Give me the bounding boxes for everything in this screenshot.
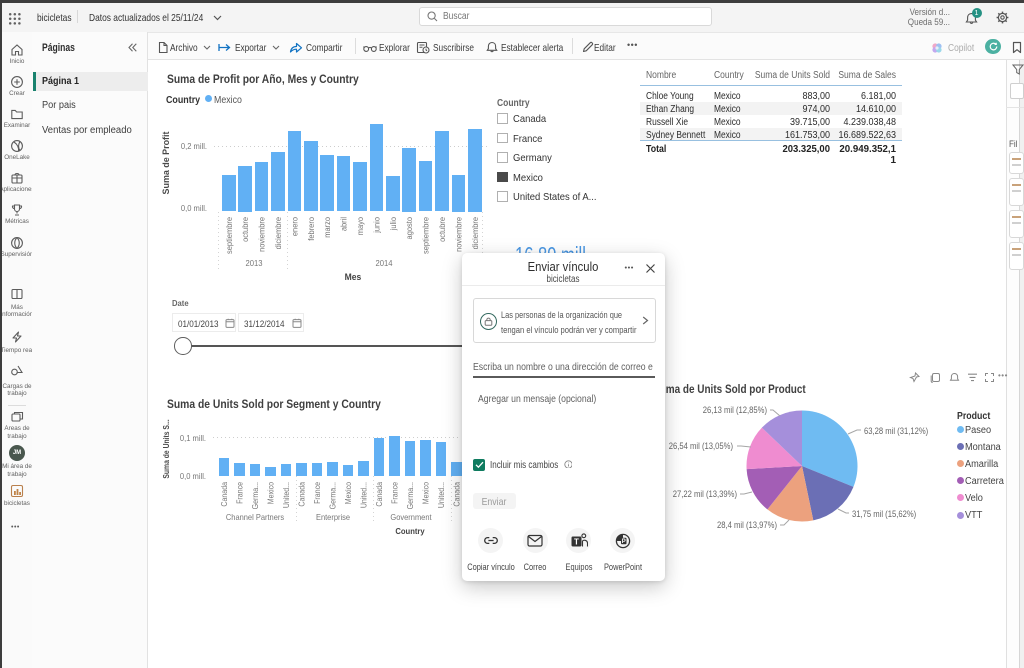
svg-text:diciembre: diciembre xyxy=(470,216,480,249)
svg-text:P: P xyxy=(621,539,625,545)
svg-text:United...: United... xyxy=(436,482,446,508)
svg-text:diciembre: diciembre xyxy=(274,216,284,249)
svg-text:mayo: mayo xyxy=(356,216,366,235)
svg-text:Canada: Canada xyxy=(219,481,229,506)
svg-text:France: France xyxy=(390,482,400,504)
svg-text:Canada: Canada xyxy=(374,481,384,506)
svg-text:Canada: Canada xyxy=(297,481,307,506)
svg-text:septiembre: septiembre xyxy=(224,216,234,253)
svg-text:Germa...: Germa... xyxy=(328,482,338,509)
svg-text:Suma de Units S...: Suma de Units S... xyxy=(161,419,171,478)
svg-text:T: T xyxy=(574,537,579,546)
svg-text:Germa...: Germa... xyxy=(250,482,260,509)
svg-text:Canada: Canada xyxy=(452,481,462,506)
svg-text:junio: junio xyxy=(372,216,382,233)
svg-text:noviembre: noviembre xyxy=(454,216,464,251)
svg-text:Mexico: Mexico xyxy=(421,482,431,504)
svg-text:Mexico: Mexico xyxy=(343,482,353,504)
svg-text:France: France xyxy=(312,482,322,504)
svg-text:United...: United... xyxy=(281,482,291,508)
svg-text:marzo: marzo xyxy=(323,216,333,237)
svg-text:Suma de Profit: Suma de Profit xyxy=(161,132,171,195)
svg-text:julio: julio xyxy=(388,216,398,231)
svg-text:noviembre: noviembre xyxy=(257,216,267,251)
svg-text:septiembre: septiembre xyxy=(421,216,431,253)
svg-text:abril: abril xyxy=(339,217,349,231)
svg-text:agosto: agosto xyxy=(405,216,415,239)
svg-text:octubre: octubre xyxy=(438,216,448,241)
svg-text:Mexico: Mexico xyxy=(266,482,276,504)
svg-text:United...: United... xyxy=(359,482,369,508)
svg-text:octubre: octubre xyxy=(241,216,251,241)
svg-text:enero: enero xyxy=(290,216,300,236)
svg-text:France: France xyxy=(235,482,245,504)
svg-text:febrero: febrero xyxy=(306,216,316,240)
svg-text:Germa...: Germa... xyxy=(405,482,415,509)
